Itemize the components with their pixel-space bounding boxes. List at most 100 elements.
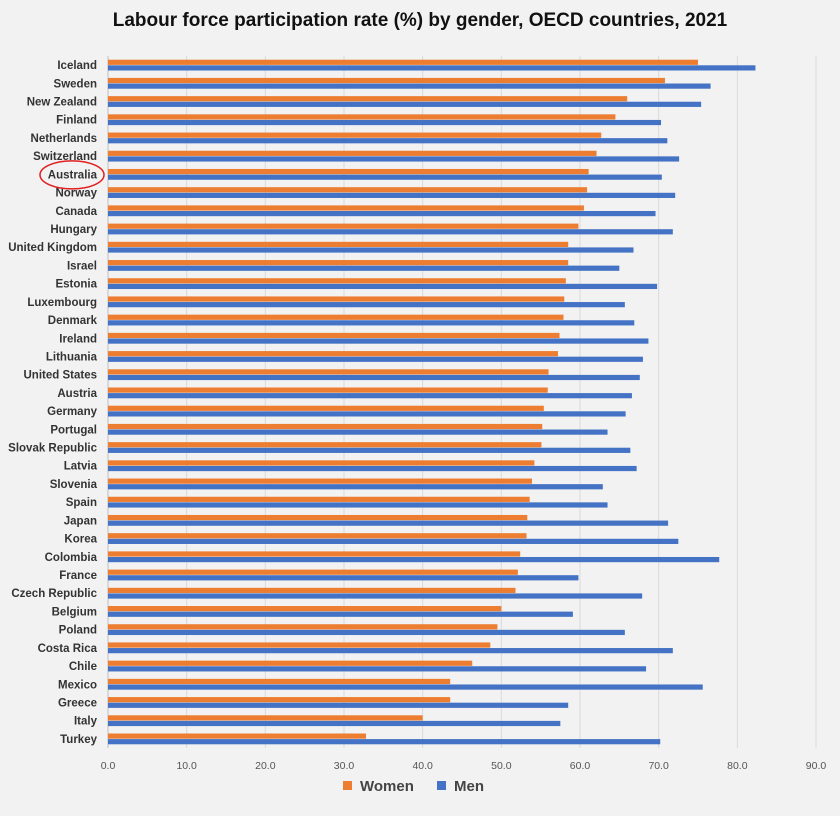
bar-women (108, 59, 698, 65)
bar-men (108, 611, 573, 617)
chart-title: Labour force participation rate (%) by g… (112, 10, 728, 31)
bar-women (108, 205, 584, 211)
bar-men (108, 666, 647, 672)
bar-men (108, 484, 603, 490)
category-label: Switzerland (33, 151, 97, 163)
x-tick-label: 60.0 (570, 760, 591, 772)
bar-women (108, 514, 528, 521)
bar-men (108, 210, 656, 217)
bar-women (108, 587, 516, 594)
category-label: Italy (74, 716, 98, 728)
bar-women (108, 460, 535, 466)
category-label: Luxembourg (27, 297, 97, 309)
legend-swatch-men (437, 781, 446, 790)
category-label: Czech Republic (11, 588, 97, 600)
x-tick-label: 10.0 (176, 760, 197, 772)
bar-men (108, 447, 631, 453)
category-label: Mexico (58, 679, 97, 691)
category-label: Portugal (50, 424, 97, 436)
bar-women (108, 715, 423, 721)
bar-men (108, 265, 620, 271)
x-tick-label: 40.0 (412, 760, 433, 772)
category-label: Germany (47, 406, 97, 418)
bar-men (108, 65, 756, 71)
bar-men (108, 684, 703, 690)
category-label: Israel (67, 260, 97, 272)
legend-label-men: Men (454, 778, 484, 795)
category-label: Estonia (55, 279, 97, 291)
bar-men (108, 320, 635, 326)
bar-women (108, 624, 498, 630)
category-label: Hungary (50, 224, 97, 236)
bar-men (108, 429, 608, 435)
bar-women (108, 369, 549, 375)
bar-men (108, 356, 643, 362)
bar-men (108, 283, 658, 290)
annotations (39, 160, 105, 190)
bar-men (108, 374, 640, 381)
category-label: Canada (55, 206, 97, 218)
x-tick-label: 20.0 (255, 760, 276, 772)
category-label: Iceland (57, 60, 97, 72)
bar-men (108, 138, 668, 144)
bar-men (108, 556, 720, 563)
bar-men (108, 174, 662, 180)
x-tick-label: 80.0 (727, 760, 748, 772)
bar-men (108, 411, 626, 417)
legend-swatch-women (343, 781, 352, 790)
bar-men (108, 520, 669, 526)
legend-label-women: Women (360, 778, 414, 795)
category-labels: Iceland Sweden New Zealand Finland Netherlan… (8, 60, 97, 746)
bar-women (108, 697, 451, 703)
bar-women (108, 296, 565, 302)
category-label: Korea (64, 534, 97, 546)
bar-women (108, 332, 560, 339)
category-label: Latvia (64, 461, 98, 473)
bar-men (108, 247, 634, 253)
x-tick-label: 30.0 (334, 760, 355, 772)
bar-men (108, 648, 673, 654)
category-label: United States (24, 370, 98, 382)
category-label: Costa Rica (38, 643, 98, 655)
bar-men (108, 538, 679, 544)
category-label: United Kingdom (8, 242, 97, 254)
bar-women (108, 606, 502, 612)
bar-women (108, 387, 548, 393)
bar-women (108, 351, 558, 357)
bar-women (108, 132, 602, 138)
bar-men (108, 119, 662, 126)
bar-men (108, 739, 661, 745)
category-label: Slovenia (50, 479, 98, 491)
bar-men (108, 629, 625, 636)
bar-women (108, 551, 521, 557)
bar-men (108, 720, 561, 727)
bar-women (108, 260, 569, 266)
category-label: Sweden (54, 78, 97, 90)
bar-men (108, 229, 673, 235)
bar-women (108, 187, 588, 193)
category-label: Ireland (59, 333, 97, 345)
bar-women (108, 678, 451, 685)
bar-women (108, 405, 544, 411)
bar-men (108, 338, 649, 344)
category-label: Colombia (45, 552, 98, 564)
bar-men (108, 465, 637, 472)
category-label: Finland (56, 115, 97, 127)
category-label: Norway (55, 188, 97, 200)
category-label: Australia (48, 169, 98, 181)
bar-men (108, 575, 579, 581)
category-label: Slovak Republic (8, 443, 97, 455)
category-label: Turkey (60, 734, 97, 746)
category-label: Chile (69, 661, 97, 673)
bar-women (108, 168, 589, 175)
x-axis-ticks: 0.0 10.0 20.0 30.0 40.0 50.0 60.0 70.0 80.0 90.0 (101, 760, 827, 772)
category-label: Netherlands (31, 133, 97, 145)
category-label: Greece (58, 697, 97, 709)
bar-women (108, 114, 616, 120)
bar-women (108, 733, 367, 739)
legend: Women Men (343, 778, 484, 795)
bar-men (108, 502, 608, 508)
category-label: Belgium (52, 606, 97, 618)
bar-women (108, 150, 597, 156)
